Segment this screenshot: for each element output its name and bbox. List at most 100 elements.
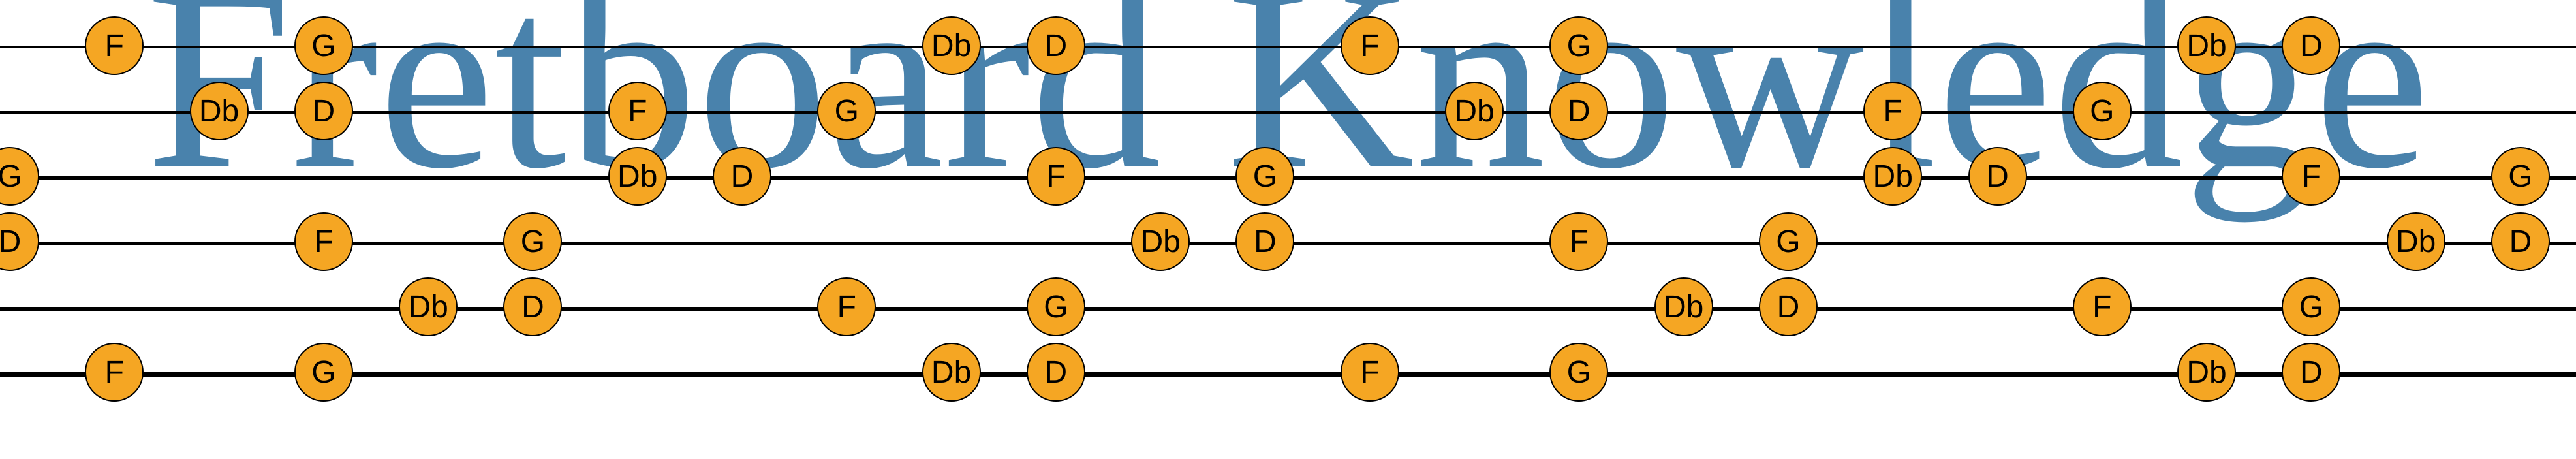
note-dot: G <box>1235 147 1294 206</box>
note-dot: F <box>2073 277 2132 336</box>
note-label: D <box>1777 289 1800 325</box>
note-dot: F <box>608 82 667 140</box>
note-label: F <box>1570 224 1589 260</box>
note-dot: D <box>1235 212 1294 271</box>
note-label: F <box>1360 355 1379 390</box>
note-dot: Db <box>922 343 981 402</box>
note-label: G <box>1776 224 1800 260</box>
note-dot: G <box>2491 147 2550 206</box>
note-label: Db <box>1141 224 1181 260</box>
note-label: F <box>1884 93 1902 129</box>
note-label: F <box>2302 159 2321 195</box>
note-dot: Db <box>1131 212 1190 271</box>
note-label: G <box>1567 28 1591 64</box>
note-dot: D <box>1968 147 2027 206</box>
note-dot: D <box>2491 212 2550 271</box>
note-label: Db <box>199 93 239 129</box>
note-dot: G <box>503 212 562 271</box>
note-label: Db <box>1873 159 1913 195</box>
note-dot: Db <box>1654 277 1713 336</box>
note-label: G <box>2508 159 2532 195</box>
note-dot: D <box>0 212 39 271</box>
note-label: G <box>521 224 545 260</box>
note-label: D <box>313 93 335 129</box>
note-dot: G <box>817 82 876 140</box>
note-dot: Db <box>399 277 458 336</box>
note-label: F <box>1360 28 1379 64</box>
note-label: D <box>1568 93 1591 129</box>
note-label: F <box>105 28 124 64</box>
note-label: G <box>835 93 859 129</box>
note-dot: Db <box>922 16 981 75</box>
note-label: G <box>2090 93 2114 129</box>
note-dot: F <box>85 343 144 402</box>
note-dot: F <box>1549 212 1608 271</box>
note-label: D <box>521 289 544 325</box>
note-label: F <box>2092 289 2111 325</box>
note-label: D <box>1254 224 1277 260</box>
note-label: Db <box>931 355 971 390</box>
note-label: D <box>1045 28 1068 64</box>
note-dot: D <box>294 82 353 140</box>
note-dot: G <box>294 16 353 75</box>
note-dot: Db <box>2177 343 2236 402</box>
note-label: G <box>2299 289 2323 325</box>
note-dot: F <box>85 16 144 75</box>
note-dot: F <box>817 277 876 336</box>
note-label: D <box>2300 28 2323 64</box>
note-dot: F <box>294 212 353 271</box>
note-label: D <box>1045 355 1068 390</box>
note-dot: D <box>1759 277 1818 336</box>
note-dot: D <box>2282 343 2340 402</box>
note-label: G <box>1044 289 1068 325</box>
note-dot: G <box>1549 343 1608 402</box>
note-label: G <box>311 355 335 390</box>
note-dot: Db <box>1445 82 1504 140</box>
note-label: D <box>1986 159 2009 195</box>
note-label: D <box>0 224 21 260</box>
note-dot: G <box>1549 16 1608 75</box>
note-label: Db <box>931 28 971 64</box>
note-dot: F <box>1027 147 1085 206</box>
string-line-5 <box>0 307 2576 311</box>
note-dot: D <box>1027 343 1085 402</box>
string-line-2 <box>0 111 2576 114</box>
note-label: Db <box>1664 289 1703 325</box>
note-label: Db <box>2396 224 2436 260</box>
note-dot: G <box>0 147 39 206</box>
note-label: Db <box>408 289 448 325</box>
note-label: Db <box>2186 355 2226 390</box>
note-label: G <box>0 159 22 195</box>
note-label: D <box>2300 355 2323 390</box>
note-dot: F <box>2282 147 2340 206</box>
note-dot: D <box>1027 16 1085 75</box>
note-dot: F <box>1341 343 1399 402</box>
note-label: G <box>311 28 335 64</box>
note-dot: Db <box>1863 147 1922 206</box>
note-dot: D <box>713 147 771 206</box>
note-dot: D <box>2282 16 2340 75</box>
note-dot: Db <box>608 147 667 206</box>
note-dot: G <box>294 343 353 402</box>
note-dot: D <box>503 277 562 336</box>
note-dot: G <box>2282 277 2340 336</box>
note-label: G <box>1253 159 1277 195</box>
note-label: G <box>1567 355 1591 390</box>
note-label: D <box>2509 224 2532 260</box>
note-dot: G <box>1759 212 1818 271</box>
note-dot: D <box>1549 82 1608 140</box>
note-dot: Db <box>2387 212 2445 271</box>
note-dot: Db <box>190 82 249 140</box>
note-dot: Db <box>2177 16 2236 75</box>
note-label: F <box>105 355 124 390</box>
note-label: F <box>837 289 856 325</box>
fretboard-diagram: Fretboard Knowledge FGDbDFGDbDDbDFGDbDFG… <box>0 0 2576 459</box>
note-label: F <box>314 224 333 260</box>
note-label: Db <box>617 159 657 195</box>
note-label: F <box>1046 159 1065 195</box>
note-dot: G <box>2073 82 2132 140</box>
note-label: D <box>731 159 754 195</box>
note-label: F <box>628 93 647 129</box>
note-label: Db <box>1454 93 1494 129</box>
note-dot: F <box>1863 82 1922 140</box>
